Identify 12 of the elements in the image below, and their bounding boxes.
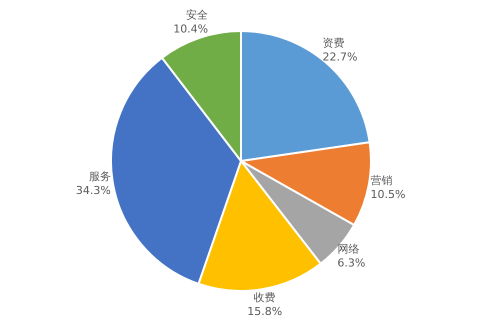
slice-label: 营销 <box>370 174 392 187</box>
data-label: 34.3% <box>76 184 111 198</box>
slice-label: 资费 <box>322 36 345 50</box>
slice-label: 服务 <box>88 170 111 184</box>
data-label: 6.3% <box>337 256 366 270</box>
data-label: 15.8% <box>247 304 282 318</box>
data-label: 22.7% <box>322 50 358 64</box>
data-label: 10.4% <box>173 22 208 36</box>
slice-label: 网络 <box>337 242 360 256</box>
slice-label: 收费 <box>254 290 276 304</box>
data-label: 10.5% <box>370 188 406 201</box>
slice-label: 安全 <box>186 8 208 22</box>
